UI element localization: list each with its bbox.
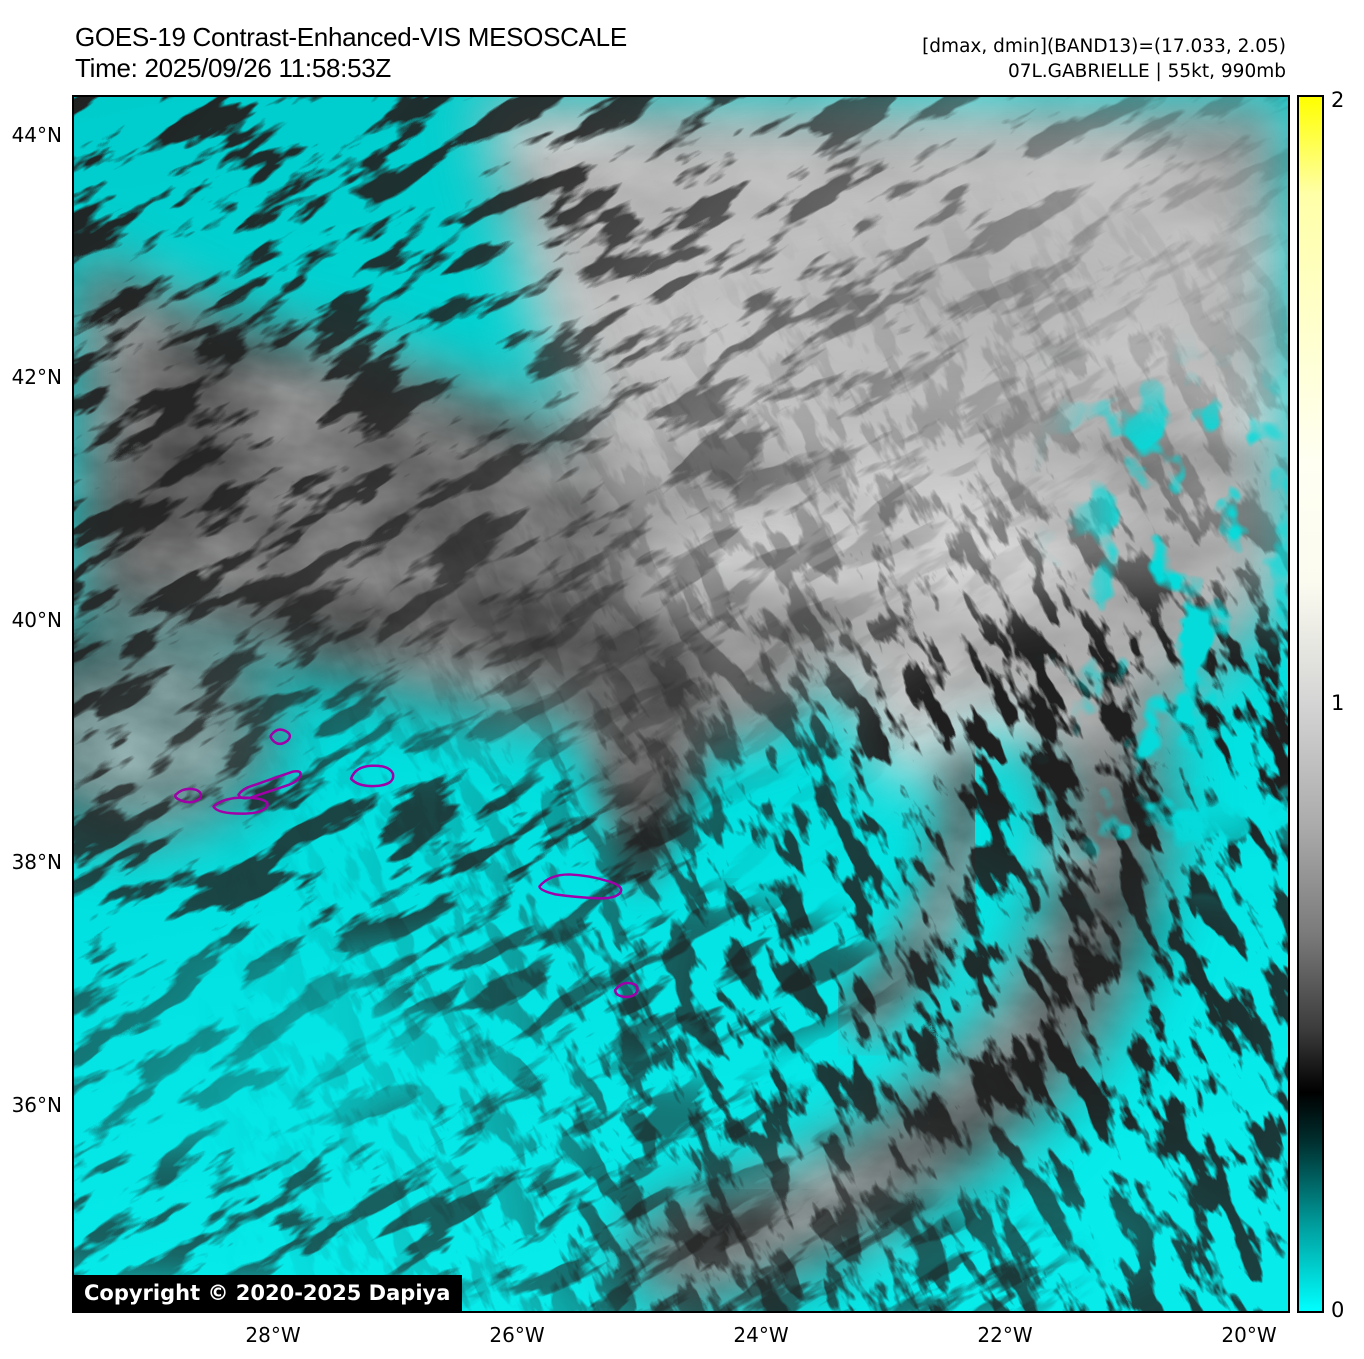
header-right: [dmax, dmin](BAND13)=(17.033, 2.05) 07L.… bbox=[922, 34, 1286, 84]
page-title: GOES-19 Contrast-Enhanced-VIS MESOSCALE bbox=[75, 22, 627, 52]
lon-tick-label: 20°W bbox=[1221, 1323, 1277, 1347]
lon-tick-label: 22°W bbox=[977, 1323, 1033, 1347]
lat-tick-label: 42°N bbox=[11, 365, 62, 389]
colorbar-tick-label: 2 bbox=[1331, 88, 1345, 112]
lon-tick-label: 24°W bbox=[733, 1323, 789, 1347]
copyright-label: Copyright © 2020-2025 Dapiya bbox=[74, 1275, 463, 1311]
colorbar-tick-label: 1 bbox=[1331, 691, 1345, 715]
colorbar bbox=[1297, 95, 1324, 1313]
satellite-map[interactable]: Copyright © 2020-2025 Dapiya bbox=[72, 95, 1290, 1313]
band-stats: [dmax, dmin](BAND13)=(17.033, 2.05) bbox=[922, 36, 1286, 57]
lat-tick-label: 38°N bbox=[11, 850, 62, 874]
satellite-image bbox=[74, 97, 1288, 1311]
lat-tick-label: 36°N bbox=[11, 1093, 62, 1117]
clear-gaps-east bbox=[74, 97, 1288, 1311]
lon-tick-label: 28°W bbox=[245, 1323, 301, 1347]
lat-tick-label: 40°N bbox=[11, 608, 62, 632]
header-left: GOES-19 Contrast-Enhanced-VIS MESOSCALE … bbox=[75, 22, 627, 84]
lon-tick-label: 26°W bbox=[489, 1323, 545, 1347]
coastline-contours bbox=[174, 728, 639, 999]
colorbar-tick-label: 0 bbox=[1331, 1298, 1345, 1322]
timestamp: Time: 2025/09/26 11:58:53Z bbox=[75, 53, 391, 83]
storm-info: 07L.GABRIELLE | 55kt, 990mb bbox=[1007, 61, 1286, 82]
lat-tick-label: 44°N bbox=[11, 123, 62, 147]
